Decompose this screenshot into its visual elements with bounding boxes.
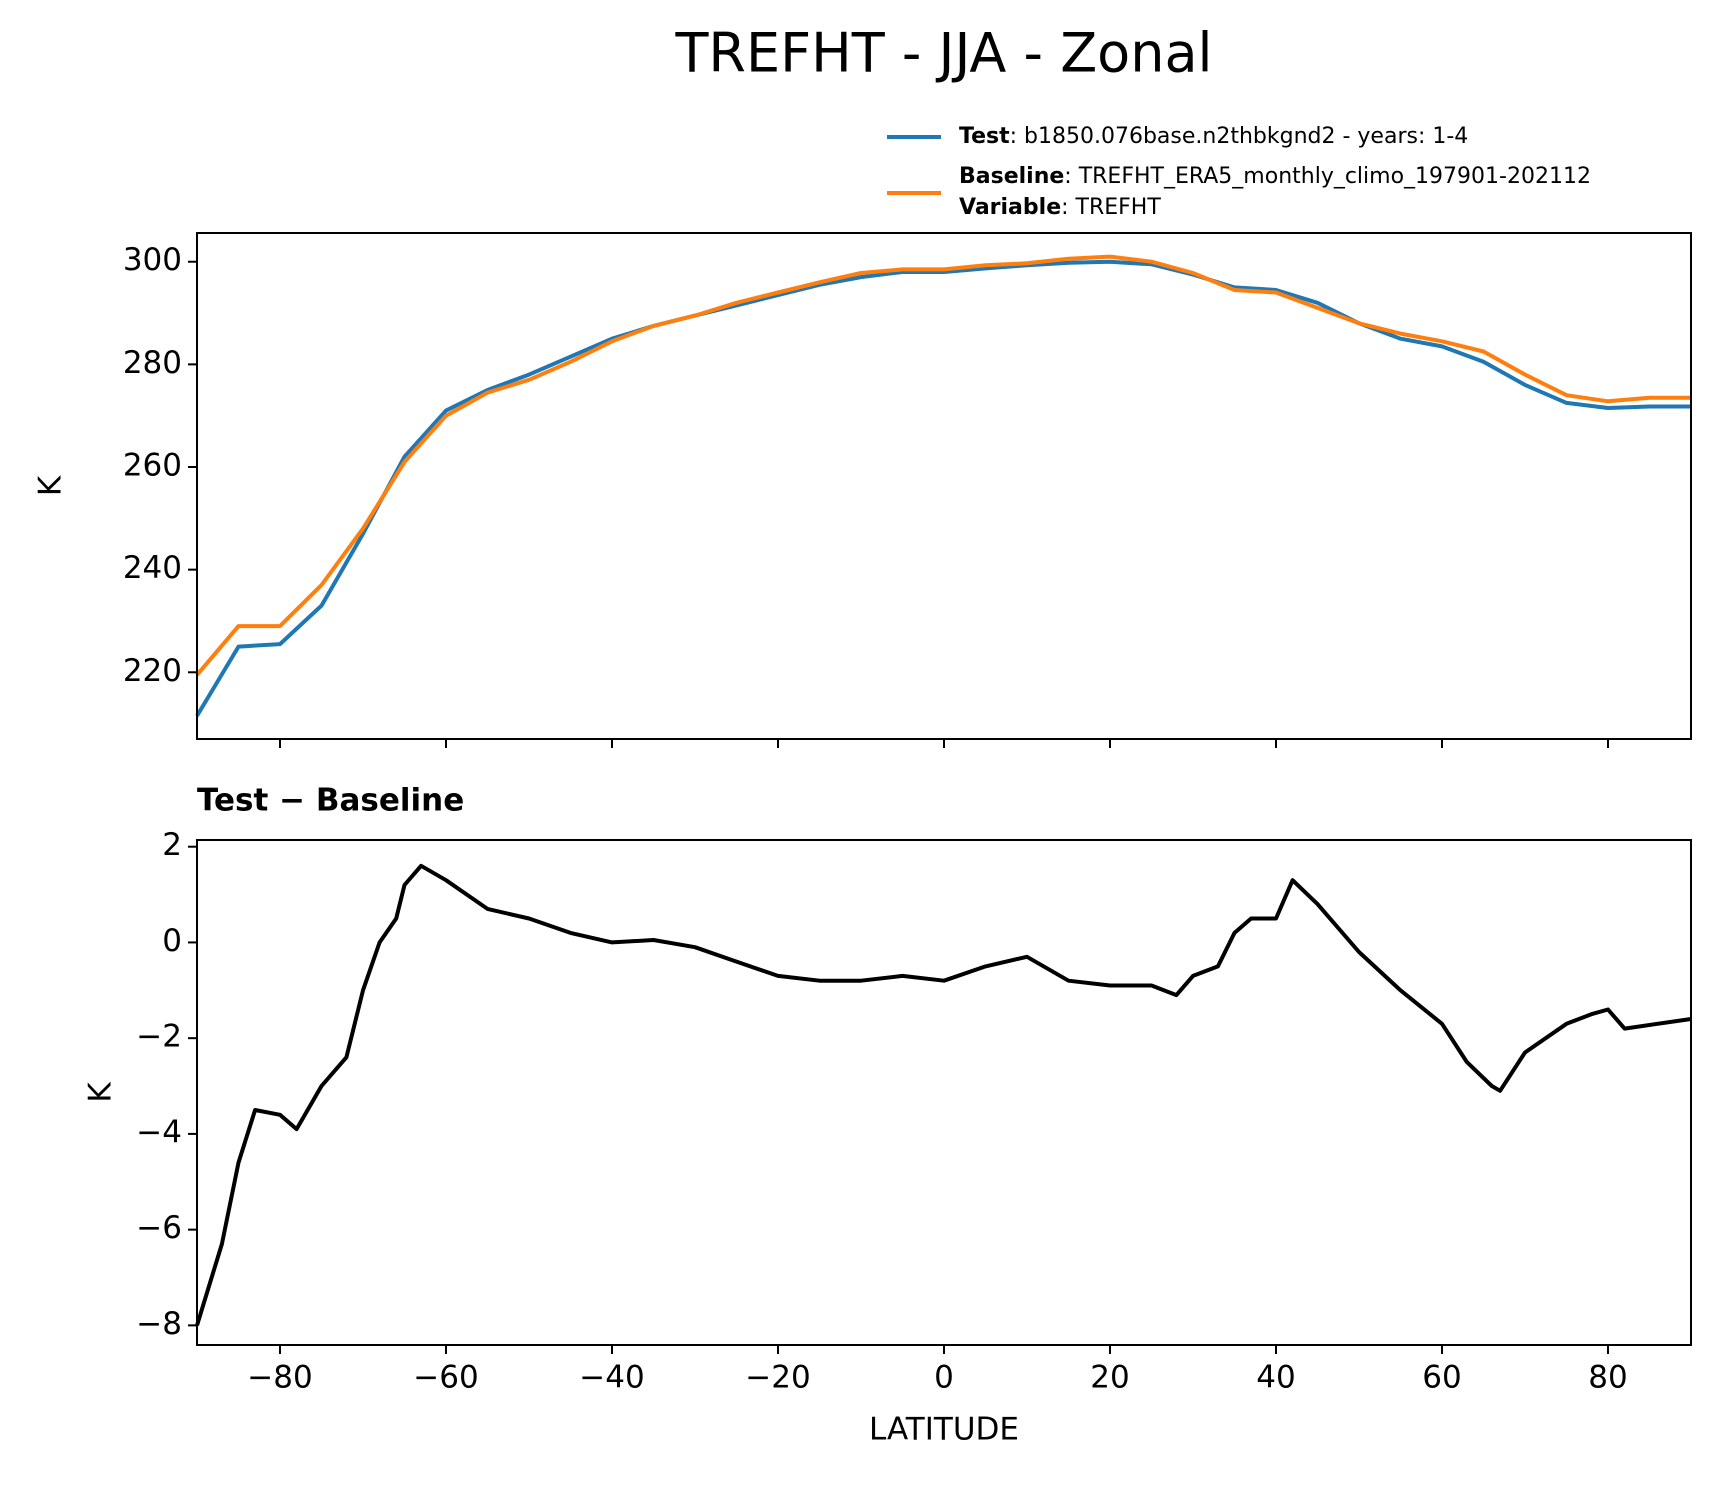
x-tick-label: −40	[579, 1360, 644, 1396]
data-line	[195, 863, 1692, 1326]
y-tick-label: −8	[136, 1306, 182, 1342]
legend-label: : b1850.076base.n2thbkgnd2 - years: 1-4	[1010, 124, 1469, 149]
figure-title: TREFHT - JJA - Zonal	[674, 22, 1212, 85]
y-tick-label: −4	[136, 1114, 182, 1150]
x-tick-label: 0	[934, 1360, 954, 1396]
y-tick-label: 2	[162, 827, 182, 863]
axes-frame	[196, 232, 1692, 740]
legend-entry: Baseline: TREFHT_ERA5_monthly_climo_1979…	[959, 164, 1591, 189]
x-tick-label: 20	[1090, 1360, 1129, 1396]
legend-name: Baseline	[959, 164, 1064, 189]
x-tick-label: −20	[745, 1360, 810, 1396]
y-tick-label: 220	[123, 653, 182, 689]
legend-entry: Variable: TREFHT	[959, 195, 1161, 220]
axes-title: Test − Baseline	[197, 783, 464, 819]
y-tick-label: 240	[123, 550, 182, 586]
data-line	[195, 254, 1691, 677]
legend-entry: Test: b1850.076base.n2thbkgnd2 - years: …	[959, 124, 1468, 149]
x-tick-label: 60	[1422, 1360, 1461, 1396]
legend-name: Variable	[959, 195, 1061, 220]
x-tick-label: −80	[247, 1360, 312, 1396]
x-tick-label: 80	[1588, 1360, 1627, 1396]
y-tick-label: −2	[136, 1019, 182, 1055]
legend-label: : TREFHT_ERA5_monthly_climo_197901-20211…	[1064, 164, 1591, 189]
y-axis-label: K	[33, 475, 69, 496]
legend-name: Test	[959, 124, 1010, 149]
x-tick-label: 40	[1256, 1360, 1295, 1396]
y-tick-label: −6	[136, 1210, 182, 1246]
y-tick-label: 300	[123, 242, 182, 278]
data-line	[195, 259, 1691, 717]
y-tick-label: 280	[123, 345, 182, 381]
y-axis-label: K	[83, 1082, 119, 1103]
x-tick-label: −60	[413, 1360, 478, 1396]
y-tick-label: 260	[123, 448, 182, 484]
x-axis-label: LATITUDE	[869, 1412, 1019, 1448]
legend-label: : TREFHT	[1061, 195, 1161, 220]
axes-frame	[196, 839, 1692, 1346]
y-tick-label: 0	[162, 923, 182, 959]
